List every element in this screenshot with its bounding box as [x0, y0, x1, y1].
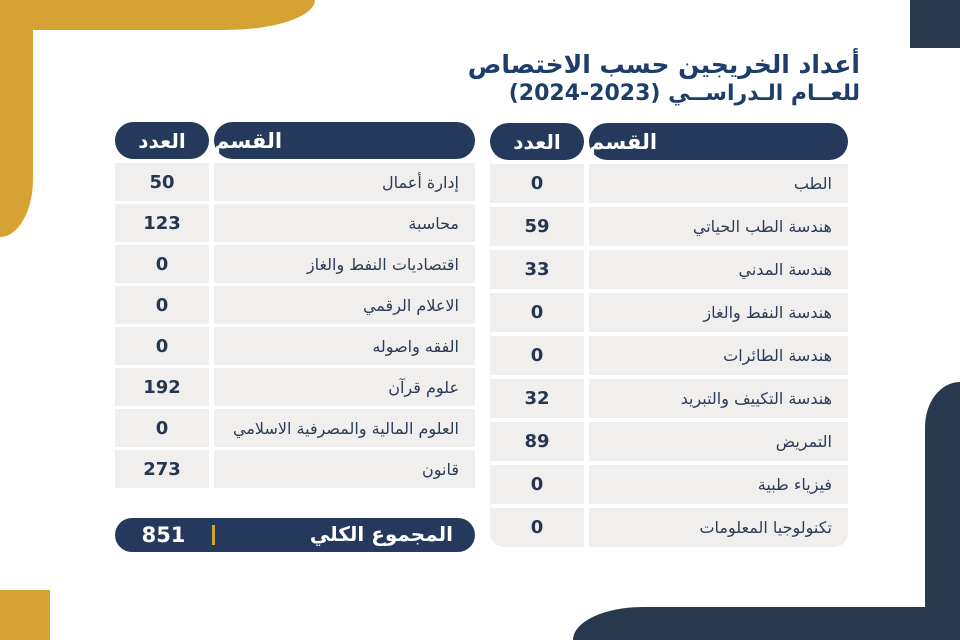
table-row: 0 تكنولوجيا المعلومات	[490, 508, 848, 547]
table-row: 59 هندسة الطب الحياتي	[490, 207, 848, 246]
dept-cell: هندسة التكييف والتبريد	[589, 379, 848, 418]
table-row: 0 هندسة النفط والغاز	[490, 293, 848, 332]
grand-total-row: 851 المجموع الكلي	[115, 518, 475, 552]
table-row: 0 الفقه واصوله	[115, 327, 475, 365]
table-header: العدد القسم	[490, 123, 848, 160]
grand-total-value: 851	[141, 523, 186, 547]
count-cell: 0	[115, 409, 209, 447]
corner-decoration-top-right-square	[910, 0, 960, 48]
dept-cell: الطب	[589, 164, 848, 203]
dept-cell: تكنولوجيا المعلومات	[589, 508, 848, 547]
dept-cell: العلوم المالية والمصرفية الاسلامي	[214, 409, 475, 447]
table-row: 0 الطب	[490, 164, 848, 203]
dept-cell: محاسبة	[214, 204, 475, 242]
count-cell: 32	[490, 379, 584, 418]
dept-header: القسم	[589, 123, 848, 160]
table-row: 0 هندسة الطائرات	[490, 336, 848, 375]
dept-cell: هندسة الطب الحياتي	[589, 207, 848, 246]
table-row: 192 علوم قرآن	[115, 368, 475, 406]
table-row: 0 العلوم المالية والمصرفية الاسلامي	[115, 409, 475, 447]
count-cell: 33	[490, 250, 584, 289]
table-row: 273 قانون	[115, 450, 475, 488]
count-cell: 0	[115, 245, 209, 283]
gold-divider	[212, 525, 215, 545]
count-cell: 192	[115, 368, 209, 406]
table-row: 0 الاعلام الرقمي	[115, 286, 475, 324]
dept-cell: هندسة المدني	[589, 250, 848, 289]
count-cell: 59	[490, 207, 584, 246]
count-cell: 0	[490, 508, 584, 547]
table-row: 89 التمريض	[490, 422, 848, 461]
count-header: العدد	[490, 123, 584, 160]
count-header: العدد	[115, 122, 209, 159]
dept-cell: اقتصاديات النفط والغاز	[214, 245, 475, 283]
page-title-line1: أعداد الخريجين حسب الاختصاص	[467, 50, 860, 79]
count-cell: 0	[490, 336, 584, 375]
count-cell: 50	[115, 163, 209, 201]
table-row: 123 محاسبة	[115, 204, 475, 242]
page-title: أعداد الخريجين حسب الاختصاص للعــام الـد…	[468, 50, 860, 107]
dept-cell: علوم قرآن	[214, 368, 475, 406]
count-cell: 0	[115, 286, 209, 324]
count-cell: 0	[115, 327, 209, 365]
count-cell: 0	[490, 465, 584, 504]
corner-decoration-bottom-bar	[573, 607, 960, 640]
page-title-line2: للعــام الـدراســي (2023-2024)	[508, 80, 860, 106]
graduates-table-left: العدد القسم 50 إدارة أعمال 123 محاسبة 0 …	[115, 122, 475, 552]
corner-decoration-top-left-horizontal	[0, 0, 315, 30]
count-cell: 123	[115, 204, 209, 242]
count-cell: 0	[490, 164, 584, 203]
corner-decoration-right-bar	[925, 382, 960, 640]
count-cell: 0	[490, 293, 584, 332]
table-header: العدد القسم	[115, 122, 475, 159]
table-row: 0 اقتصاديات النفط والغاز	[115, 245, 475, 283]
table-row: 33 هندسة المدني	[490, 250, 848, 289]
graduates-table-right: العدد القسم 0 الطب 59 هندسة الطب الحياتي…	[490, 123, 848, 551]
table-row: 0 فيزياء طبية	[490, 465, 848, 504]
corner-decoration-top-left-vertical	[0, 0, 33, 237]
count-cell: 89	[490, 422, 584, 461]
grand-total-label: المجموع الكلي	[309, 522, 453, 546]
dept-cell: التمريض	[589, 422, 848, 461]
dept-cell: الاعلام الرقمي	[214, 286, 475, 324]
dept-cell: قانون	[214, 450, 475, 488]
dept-cell: إدارة أعمال	[214, 163, 475, 201]
dept-cell: هندسة الطائرات	[589, 336, 848, 375]
dept-cell: هندسة النفط والغاز	[589, 293, 848, 332]
dept-cell: فيزياء طبية	[589, 465, 848, 504]
table-row: 32 هندسة التكييف والتبريد	[490, 379, 848, 418]
count-cell: 273	[115, 450, 209, 488]
dept-header: القسم	[214, 122, 475, 159]
dept-cell: الفقه واصوله	[214, 327, 475, 365]
corner-decoration-bottom-left-square	[0, 590, 50, 640]
table-row: 50 إدارة أعمال	[115, 163, 475, 201]
